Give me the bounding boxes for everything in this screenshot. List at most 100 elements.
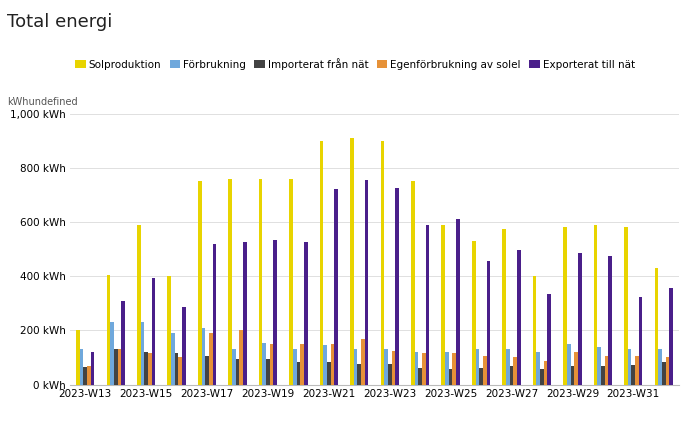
Bar <box>209 333 213 385</box>
Bar <box>486 261 490 385</box>
Bar <box>323 345 327 385</box>
Bar <box>395 188 399 385</box>
Bar <box>442 225 445 385</box>
Bar <box>121 301 125 385</box>
Bar <box>232 349 236 385</box>
Text: Total energi: Total energi <box>7 13 113 31</box>
Bar <box>414 352 419 385</box>
Bar <box>567 344 570 385</box>
Bar <box>452 354 456 385</box>
Bar <box>605 356 608 385</box>
Bar <box>330 344 335 385</box>
Bar <box>141 322 144 385</box>
Bar <box>517 250 521 385</box>
Bar <box>300 344 304 385</box>
Bar <box>506 349 510 385</box>
Bar <box>87 366 91 385</box>
Bar <box>354 349 358 385</box>
Bar <box>270 344 274 385</box>
Bar <box>236 359 239 385</box>
Bar <box>304 242 307 385</box>
Bar <box>118 349 121 385</box>
Bar <box>80 349 83 385</box>
Bar <box>624 227 628 385</box>
Bar <box>91 352 94 385</box>
Bar <box>144 352 148 385</box>
Bar <box>293 349 297 385</box>
Bar <box>152 277 155 385</box>
Bar <box>411 181 414 385</box>
Bar <box>536 352 540 385</box>
Bar <box>148 354 152 385</box>
Bar <box>335 190 338 385</box>
Bar <box>483 356 486 385</box>
Bar <box>628 349 631 385</box>
Bar <box>666 357 669 385</box>
Bar <box>178 357 182 385</box>
Bar <box>110 322 114 385</box>
Bar <box>547 294 551 385</box>
Bar <box>274 239 277 385</box>
Bar <box>297 361 300 385</box>
Bar <box>365 180 368 385</box>
Bar <box>601 366 605 385</box>
Bar <box>564 227 567 385</box>
Bar <box>669 288 673 385</box>
Bar <box>202 328 205 385</box>
Bar <box>213 244 216 385</box>
Bar <box>243 242 246 385</box>
Bar <box>259 179 262 385</box>
Bar <box>445 352 449 385</box>
Bar <box>574 352 578 385</box>
Bar <box>350 138 354 385</box>
Bar <box>289 179 293 385</box>
Text: kWhundefined: kWhundefined <box>7 97 78 107</box>
Bar <box>106 275 110 385</box>
Bar <box>503 229 506 385</box>
Bar <box>358 364 361 385</box>
Bar <box>540 369 544 385</box>
Bar <box>533 276 536 385</box>
Bar <box>137 225 141 385</box>
Bar <box>578 253 582 385</box>
Bar <box>510 366 513 385</box>
Bar <box>361 339 365 385</box>
Bar <box>76 330 80 385</box>
Bar <box>480 368 483 385</box>
Bar <box>544 361 547 385</box>
Bar <box>662 362 666 385</box>
Bar <box>456 219 460 385</box>
Bar <box>205 356 209 385</box>
Bar <box>239 330 243 385</box>
Bar <box>327 361 330 385</box>
Bar <box>654 268 658 385</box>
Bar <box>594 225 597 385</box>
Bar <box>597 347 601 385</box>
Bar <box>635 356 639 385</box>
Bar <box>114 349 118 385</box>
Bar <box>513 357 517 385</box>
Bar <box>175 354 178 385</box>
Bar <box>570 366 574 385</box>
Bar <box>381 141 384 385</box>
Bar <box>658 349 662 385</box>
Bar <box>449 369 452 385</box>
Bar <box>639 296 643 385</box>
Bar <box>266 359 270 385</box>
Bar <box>262 343 266 385</box>
Bar <box>426 225 429 385</box>
Bar <box>608 256 612 385</box>
Bar <box>182 307 186 385</box>
Bar <box>198 181 202 385</box>
Bar <box>384 349 388 385</box>
Bar <box>171 333 175 385</box>
Bar <box>475 349 480 385</box>
Bar <box>419 368 422 385</box>
Bar <box>320 141 323 385</box>
Bar <box>167 276 171 385</box>
Bar <box>422 354 426 385</box>
Bar <box>631 365 635 385</box>
Bar <box>228 179 232 385</box>
Legend: Solproduktion, Förbrukning, Importerat från nät, Egenförbrukning av solel, Expor: Solproduktion, Förbrukning, Importerat f… <box>75 58 635 69</box>
Bar <box>388 364 391 385</box>
